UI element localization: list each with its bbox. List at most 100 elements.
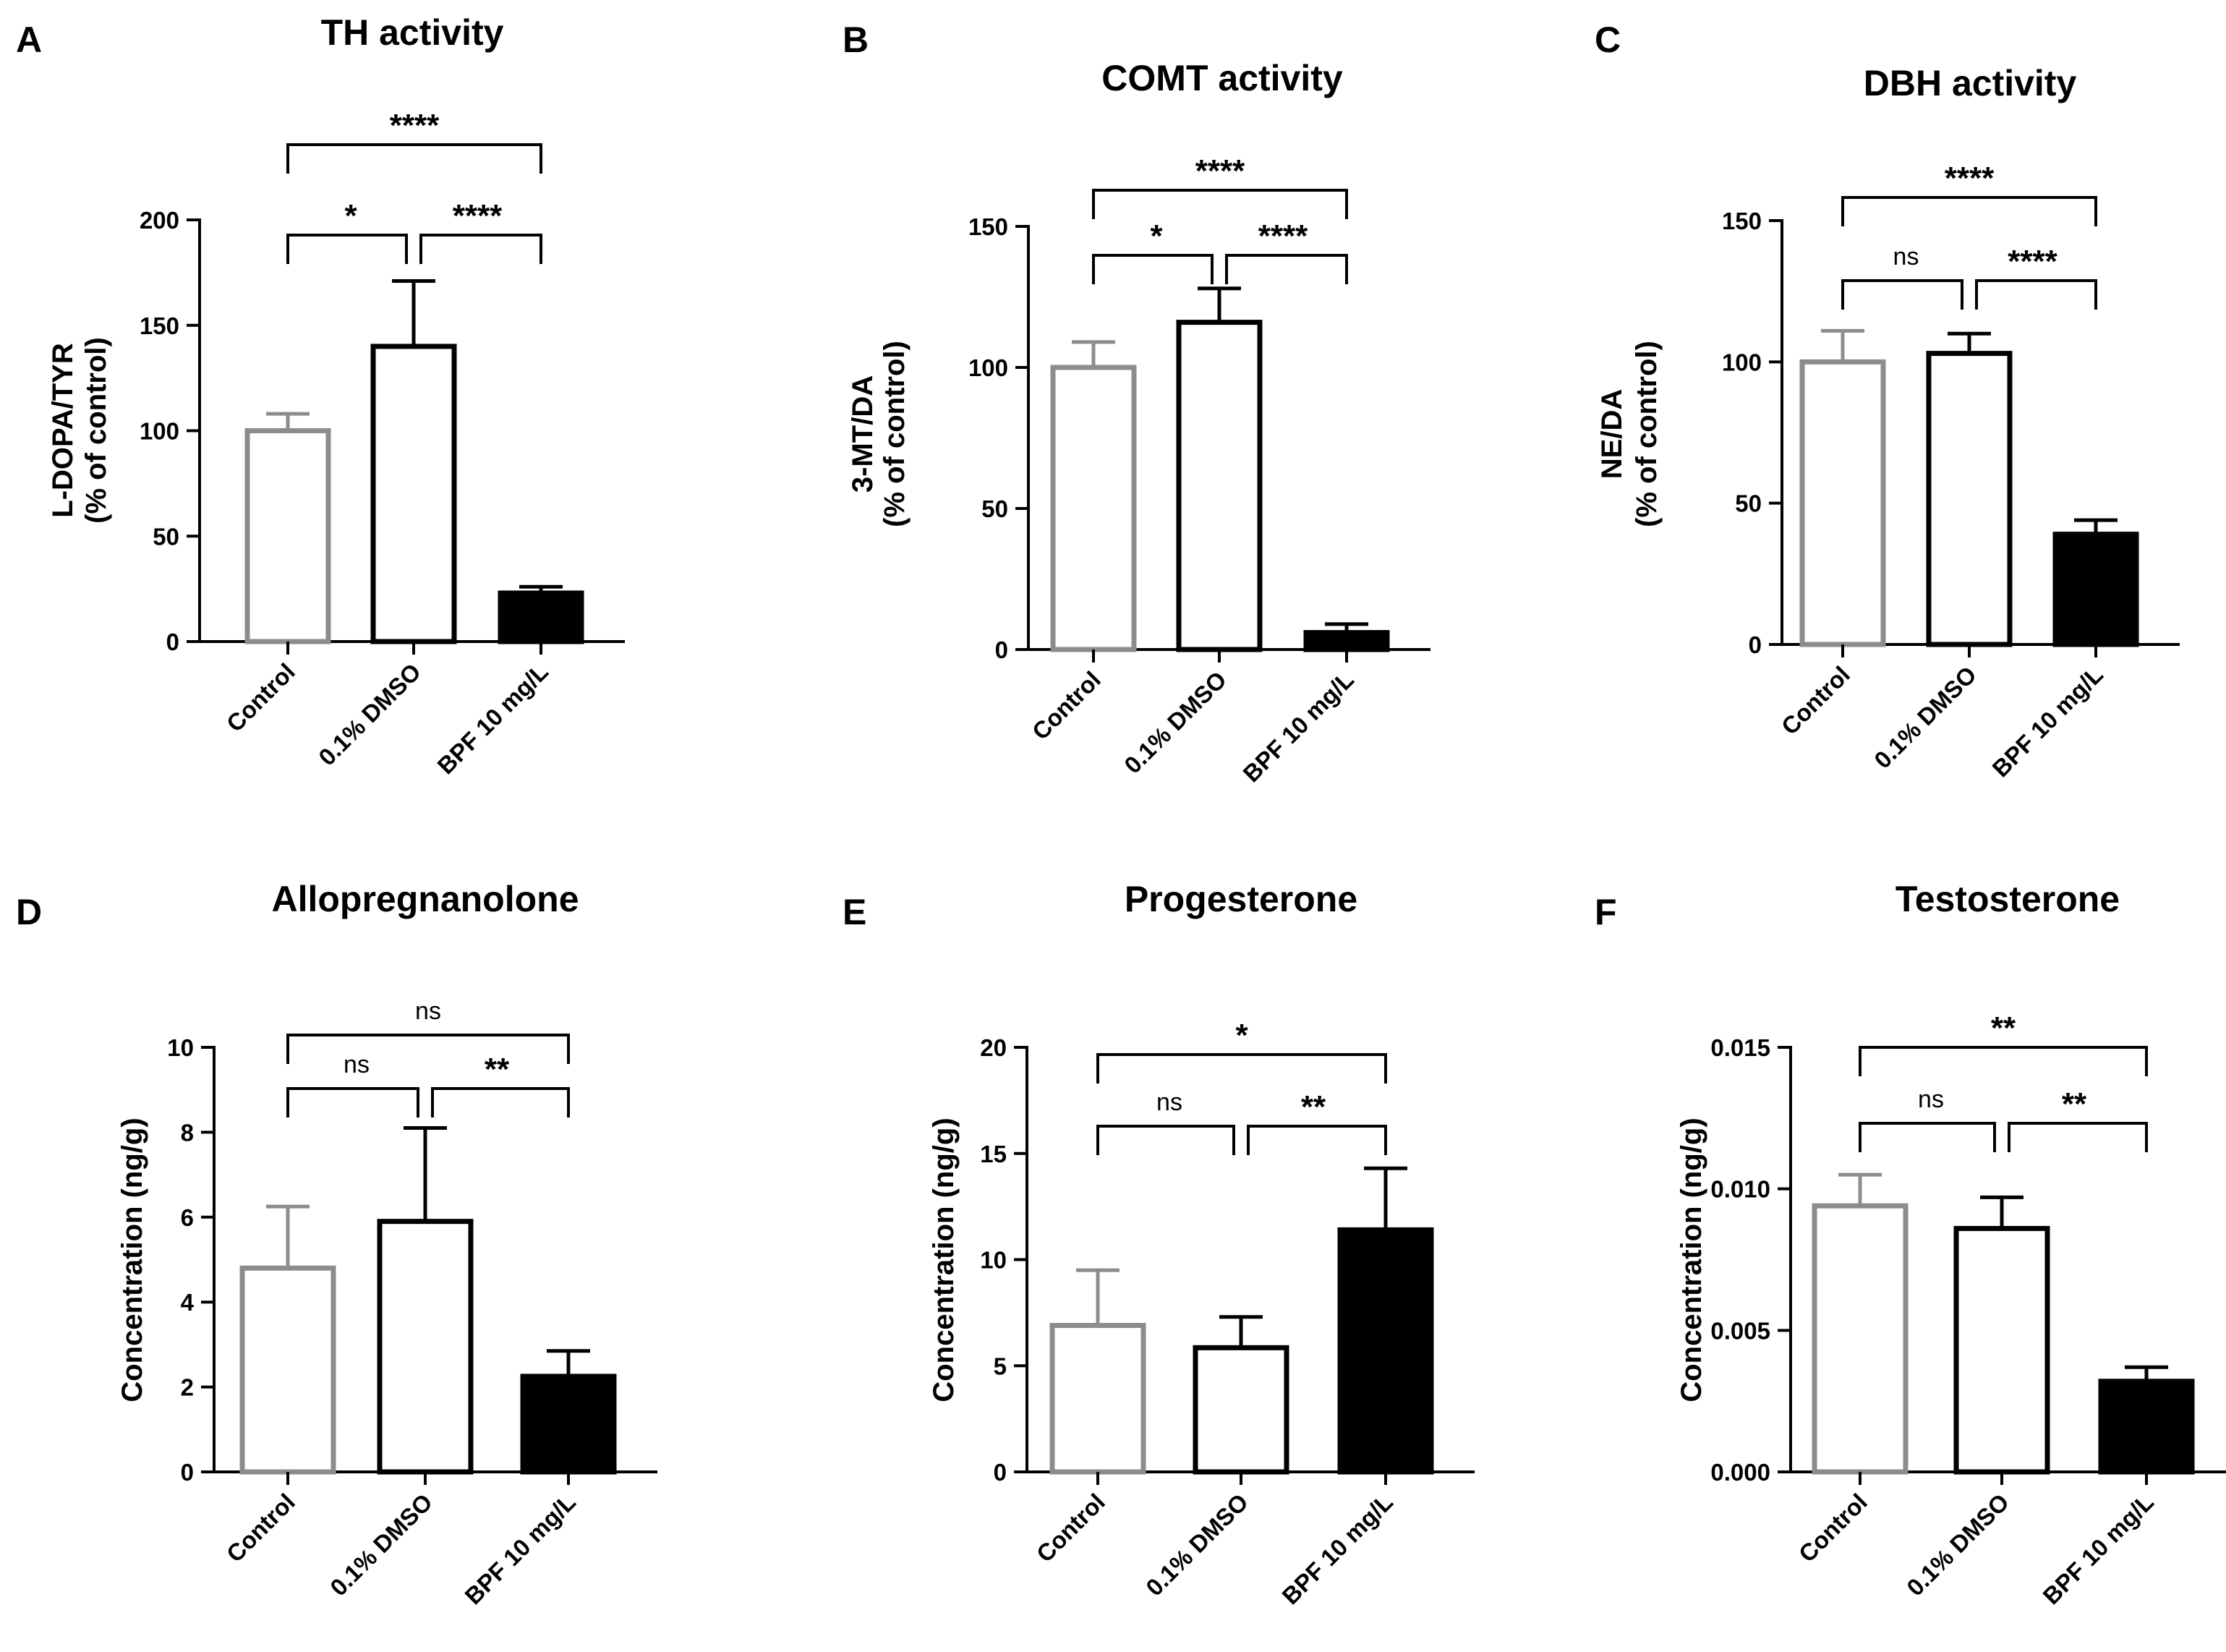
y-tick-label: 50	[153, 523, 179, 550]
y-tick-label: 0.005	[1710, 1317, 1770, 1344]
bar-2	[377, 1219, 474, 1475]
y-tick-label: 100	[1722, 349, 1762, 375]
y-tick-label: 150	[140, 312, 179, 339]
bar-2	[1926, 351, 2013, 647]
bar-3	[498, 590, 584, 644]
bar-2	[1953, 1225, 2050, 1475]
significance-bracket	[286, 1034, 570, 1064]
chart-title: DBH activity	[1864, 63, 2077, 103]
bar-2	[370, 344, 457, 644]
category-label: BPF 10 mg/L	[1237, 666, 1358, 787]
panel-c: C DBH activity NE/DA (% of control) 0 50 100 15…	[1595, 20, 2180, 782]
y-tick-label: 0	[181, 1459, 194, 1486]
significance-label: ns	[1156, 1089, 1182, 1116]
significance-label: **	[485, 1052, 510, 1087]
category-label: 0.1% DMSO	[325, 1489, 438, 1601]
significance-label: **	[1301, 1089, 1326, 1125]
significance-bracket	[1841, 279, 1963, 310]
y-axis-label: (% of control)	[879, 341, 911, 527]
panel-b: B COMT activity 3-MT/DA (% of control) 0 50 10…	[843, 20, 1430, 787]
significance-bracket	[1096, 1053, 1387, 1083]
category-label: BPF 10 mg/L	[1987, 661, 2107, 782]
category-label: 0.1% DMSO	[1119, 666, 1232, 779]
significance-bracket	[1859, 1122, 1996, 1152]
panel-e: E Progesterone Concentration (ng/g) 0 5 10 15 2…	[843, 879, 1475, 1609]
y-tick-label: 50	[1735, 490, 1762, 517]
category-label: BPF 10 mg/L	[1276, 1489, 1397, 1609]
y-axis-label: Concentration (ng/g)	[116, 1117, 148, 1402]
significance-bracket	[286, 234, 408, 264]
y-tick-label: 0.000	[1710, 1459, 1770, 1486]
y-tick-label: 200	[140, 207, 179, 234]
significance-label: ****	[1195, 153, 1245, 189]
chart-title: TH activity	[321, 12, 504, 53]
significance-bracket	[1841, 196, 2097, 226]
panel-letter: F	[1595, 892, 1617, 932]
category-label: Control	[1794, 1489, 1872, 1567]
y-axis-label: (% of control)	[1631, 341, 1663, 527]
y-tick-label: 0	[166, 629, 179, 655]
category-label: BPF 10 mg/L	[459, 1489, 580, 1609]
category-label: BPF 10 mg/L	[2037, 1489, 2158, 1609]
y-tick-label: 15	[980, 1141, 1007, 1167]
significance-bracket	[1092, 254, 1214, 284]
panel-f: F Testosterone Concentration (ng/g) 0.000 0.…	[1595, 879, 2226, 1609]
y-tick-label: 8	[181, 1119, 194, 1146]
significance-label: ns	[415, 997, 441, 1025]
y-tick-label: 4	[181, 1289, 195, 1316]
bar-3	[1303, 630, 1390, 652]
panel-letter: C	[1595, 20, 1621, 60]
y-tick-label: 0	[1749, 631, 1762, 658]
category-label: BPF 10 mg/L	[432, 658, 553, 779]
y-tick-label: 0	[994, 1459, 1007, 1486]
y-tick-label: 50	[981, 495, 1008, 522]
bar-1	[1049, 1322, 1146, 1475]
significance-label: ns	[344, 1051, 370, 1078]
category-label: Control	[1027, 666, 1106, 745]
chart-title: Testosterone	[1895, 879, 2120, 919]
y-axis-label: (% of control)	[80, 337, 112, 524]
significance-label: ****	[390, 108, 440, 143]
category-label: Control	[1031, 1489, 1110, 1567]
y-tick-label: 0.010	[1710, 1176, 1770, 1203]
y-axis-label: Concentration (ng/g)	[928, 1117, 960, 1402]
bar-1	[1799, 359, 1886, 647]
chart-title: Progesterone	[1125, 879, 1357, 919]
y-tick-label: 10	[167, 1034, 194, 1061]
significance-bracket	[1092, 189, 1348, 219]
significance-bracket	[2008, 1122, 2148, 1152]
y-tick-label: 5	[994, 1353, 1007, 1379]
bar-1	[239, 1265, 336, 1475]
y-axis-label: 3-MT/DA	[847, 375, 879, 493]
y-tick-label: 100	[968, 354, 1008, 381]
y-tick-label: 20	[980, 1034, 1007, 1061]
category-label: 0.1% DMSO	[1140, 1489, 1253, 1601]
y-axis-label: L-DOPA/TYR	[47, 343, 79, 518]
panel-letter: D	[16, 892, 42, 932]
bar-3	[2098, 1379, 2195, 1475]
y-tick-label: 10	[980, 1247, 1007, 1274]
panel-letter: E	[843, 892, 866, 932]
bar-2	[1193, 1345, 1289, 1475]
bar-1	[1812, 1203, 1909, 1475]
significance-bracket	[1247, 1125, 1387, 1155]
panel-letter: B	[843, 20, 869, 60]
y-axis-label: Concentration (ng/g)	[1676, 1117, 1707, 1402]
y-tick-label: 100	[140, 418, 179, 445]
significance-label: *	[344, 198, 357, 234]
category-label: 0.1% DMSO	[1869, 661, 1982, 774]
y-tick-label: 6	[181, 1204, 194, 1231]
significance-label: ns	[1918, 1086, 1944, 1113]
panel-letter: A	[16, 20, 42, 60]
y-tick-label: 2	[181, 1374, 194, 1401]
bar-3	[2052, 532, 2139, 647]
bar-1	[244, 428, 331, 644]
category-label: 0.1% DMSO	[313, 658, 426, 771]
chart-title: COMT activity	[1101, 58, 1343, 98]
significance-bracket	[1225, 254, 1348, 284]
category-label: 0.1% DMSO	[1901, 1489, 2014, 1601]
significance-bracket	[431, 1087, 570, 1117]
bar-3	[520, 1374, 617, 1475]
y-tick-label: 150	[1722, 208, 1762, 234]
